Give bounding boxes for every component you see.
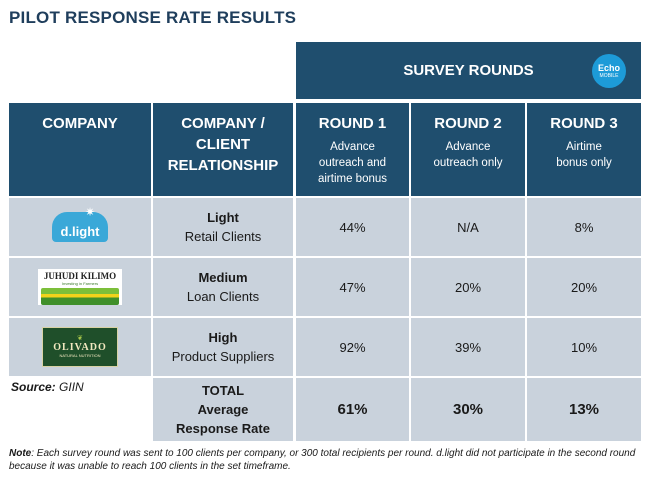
survey-rounds-label: SURVEY ROUNDS [403, 62, 534, 79]
total-label-cell: TOTAL Average Response Rate [153, 378, 293, 441]
value-cell: 92% [296, 318, 409, 376]
value-cell: 39% [411, 318, 525, 376]
field-stripes-icon [41, 288, 119, 305]
source-citation: Source: GIIN [11, 380, 84, 394]
company-cell-juhudi: JUHUDI KILIMO Investing in Farmers [9, 258, 151, 316]
header-company: COMPANY [9, 103, 151, 196]
value-cell: N/A [411, 198, 525, 256]
juhudi-kilimo-logo: JUHUDI KILIMO Investing in Farmers [38, 269, 122, 305]
echo-mobile-logo: Echo MOBILE [592, 54, 626, 88]
relationship-cell-light: Light Retail Clients [153, 198, 293, 256]
survey-rounds-banner: SURVEY ROUNDS [296, 42, 641, 99]
dlight-logo: ✷ d.light [52, 206, 108, 242]
value-cell: 10% [527, 318, 641, 376]
total-value-cell: 61% [296, 378, 409, 441]
leaf-icon: ❦ [77, 335, 83, 342]
value-cell: 8% [527, 198, 641, 256]
value-cell: 47% [296, 258, 409, 316]
total-value-cell: 30% [411, 378, 525, 441]
total-value-cell: 13% [527, 378, 641, 441]
header-round-1: ROUND 1 Advance outreach and airtime bon… [296, 103, 409, 196]
olivado-logo: ❦ OLIVADO NATURAL NUTRITION [42, 327, 118, 367]
company-cell-olivado: ❦ OLIVADO NATURAL NUTRITION [9, 318, 151, 376]
relationship-cell-medium: Medium Loan Clients [153, 258, 293, 316]
header-round-3: ROUND 3 Airtime bonus only [527, 103, 641, 196]
sun-icon: ✷ [85, 205, 96, 219]
relationship-cell-high: High Product Suppliers [153, 318, 293, 376]
footnote: Note: Each survey round was sent to 100 … [9, 448, 636, 472]
value-cell: 20% [527, 258, 641, 316]
company-cell-dlight: ✷ d.light [9, 198, 151, 256]
header-relationship: COMPANY / CLIENT RELATIONSHIP [153, 103, 293, 196]
page-title: PILOT RESPONSE RATE RESULTS [9, 8, 297, 27]
value-cell: 44% [296, 198, 409, 256]
header-round-2: ROUND 2 Advance outreach only [411, 103, 525, 196]
value-cell: 20% [411, 258, 525, 316]
